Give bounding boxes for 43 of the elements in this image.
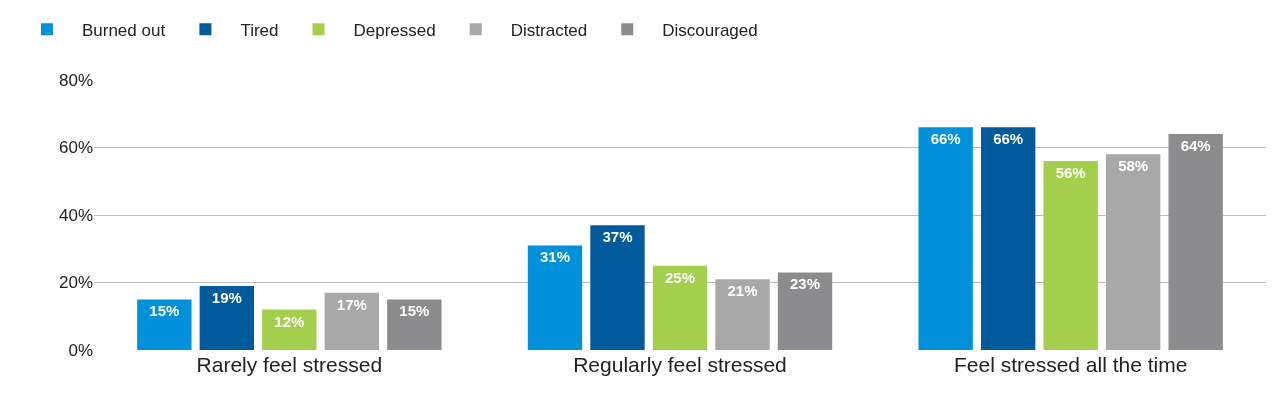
data-label: 58% <box>1118 157 1149 175</box>
legend-label: Discouraged <box>662 20 758 40</box>
bar <box>1043 161 1098 350</box>
y-tick-label: 80% <box>58 70 93 90</box>
data-label: 25% <box>664 268 696 286</box>
bar <box>387 299 442 350</box>
x-tick-label: Rarely feel stressed <box>196 353 383 376</box>
bar <box>652 265 708 350</box>
data-label: 21% <box>727 282 758 300</box>
bar <box>918 127 973 350</box>
bar <box>1105 154 1161 350</box>
data-label: 15% <box>399 302 430 320</box>
bar <box>590 225 645 350</box>
data-label: 37% <box>602 228 633 246</box>
data-label: 17% <box>336 295 367 313</box>
bar <box>324 292 380 350</box>
x-tick-label: Feel stressed all the time <box>953 353 1188 376</box>
legend-label: Depressed <box>353 20 436 40</box>
bar <box>199 285 255 350</box>
data-label: 66% <box>930 130 961 148</box>
legend-label: Burned out <box>81 20 166 40</box>
data-label: 56% <box>1055 164 1086 181</box>
bar <box>980 127 1036 350</box>
data-label: 23% <box>789 275 821 293</box>
bar <box>262 309 317 350</box>
data-label: 64% <box>1180 137 1211 154</box>
y-tick-label: 0% <box>68 340 93 360</box>
x-tick-label: Regularly feel stressed <box>573 353 787 376</box>
data-label: 19% <box>211 288 242 306</box>
y-tick-label: 40% <box>58 205 93 225</box>
data-label: 31% <box>539 248 571 266</box>
bar <box>715 279 770 350</box>
y-tick-label: 60% <box>58 138 93 158</box>
data-label: 66% <box>993 130 1024 148</box>
bar <box>137 299 192 350</box>
legend-label: Distracted <box>510 20 588 40</box>
data-label: 12% <box>274 312 305 330</box>
bar <box>1168 134 1223 350</box>
legend-label: Tired <box>240 20 279 40</box>
bar <box>527 245 583 350</box>
data-label: 15% <box>149 302 180 320</box>
y-tick-label: 20% <box>58 273 93 293</box>
bar <box>777 272 833 350</box>
